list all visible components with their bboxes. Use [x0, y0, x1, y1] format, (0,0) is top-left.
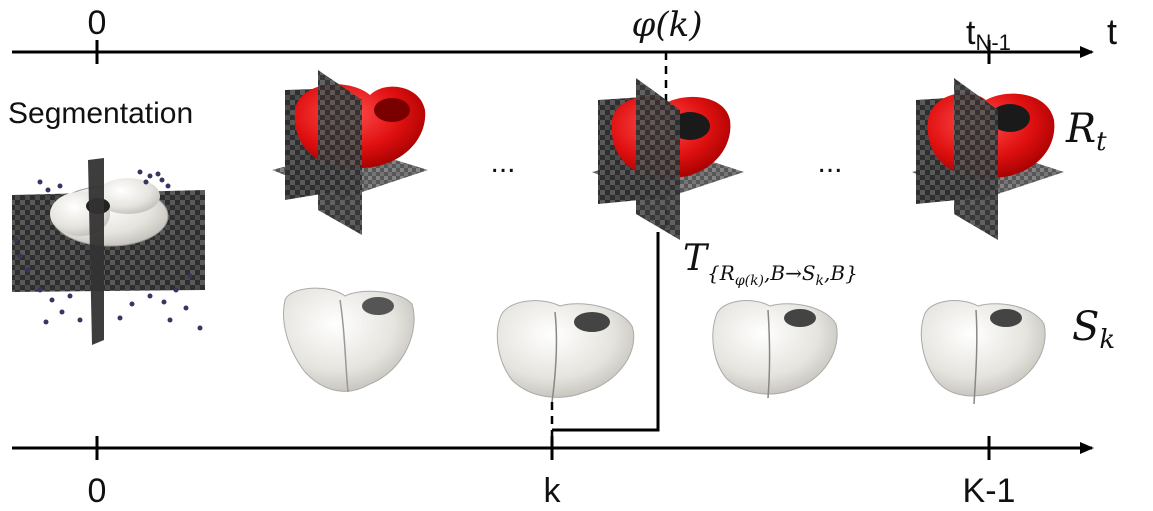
- surface-mesh-k: [496, 300, 635, 403]
- surface-mesh-1: [283, 287, 415, 393]
- segmentation-volume-k: [592, 78, 744, 240]
- ellipsis-2: ...: [817, 146, 842, 179]
- label-S-k: Sk: [1072, 304, 1115, 355]
- bottom-tick-0: 0: [88, 472, 107, 510]
- label-R-t: Rt: [1065, 106, 1107, 157]
- top-time-axis: [12, 40, 1094, 64]
- segmentation-volume-1: [272, 70, 428, 235]
- bottom-tick-k: k: [544, 472, 562, 510]
- top-tick-0: 0: [88, 4, 107, 42]
- bottom-tick-k-1: K-1: [963, 472, 1016, 510]
- segmentation-image: [12, 158, 205, 345]
- segmentation-label: Segmentation: [8, 97, 193, 130]
- top-tick-tn-1: tN-1: [966, 14, 1011, 55]
- surface-mesh-3: [712, 300, 838, 399]
- ellipsis-1: ...: [490, 146, 515, 179]
- surface-mesh-K-1: [920, 300, 1046, 405]
- point-cloud: [13, 169, 203, 331]
- segmentation-volume-tn-1: [912, 78, 1064, 240]
- top-axis-label-t: t: [1107, 11, 1117, 52]
- phi-k-label: φ(k): [632, 5, 703, 45]
- transform-label: T{Rφ(k),B→Sk,B}: [683, 238, 858, 289]
